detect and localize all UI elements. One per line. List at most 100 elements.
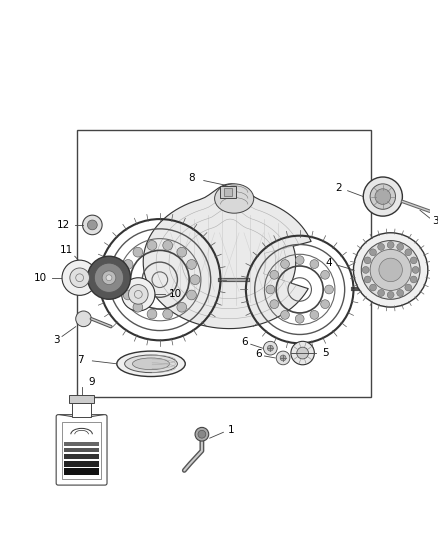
Circle shape	[364, 276, 371, 283]
Text: 12: 12	[57, 220, 70, 230]
Circle shape	[120, 275, 130, 285]
Circle shape	[177, 247, 187, 257]
Circle shape	[163, 309, 173, 319]
Ellipse shape	[132, 358, 170, 370]
Bar	[64, 448, 99, 452]
Circle shape	[102, 271, 116, 285]
Circle shape	[187, 290, 197, 300]
Circle shape	[281, 311, 290, 319]
Bar	[69, 395, 94, 403]
Circle shape	[88, 220, 97, 230]
Ellipse shape	[117, 351, 185, 376]
Circle shape	[147, 240, 157, 251]
Circle shape	[190, 275, 200, 285]
Circle shape	[325, 285, 333, 294]
Circle shape	[281, 260, 290, 269]
Circle shape	[353, 233, 428, 307]
Text: 7: 7	[77, 355, 84, 365]
Circle shape	[375, 189, 391, 204]
Circle shape	[410, 276, 417, 283]
Bar	[77, 130, 371, 397]
Circle shape	[187, 260, 197, 269]
Circle shape	[270, 270, 279, 279]
Circle shape	[370, 249, 376, 256]
FancyBboxPatch shape	[56, 415, 107, 485]
Bar	[64, 461, 99, 466]
Ellipse shape	[125, 355, 177, 373]
Circle shape	[370, 284, 376, 291]
Text: 6: 6	[242, 337, 248, 348]
Circle shape	[410, 257, 417, 264]
Bar	[64, 469, 99, 475]
Circle shape	[397, 289, 404, 296]
Bar	[72, 403, 92, 417]
Circle shape	[270, 300, 279, 309]
Circle shape	[321, 300, 329, 309]
Circle shape	[94, 263, 124, 293]
Circle shape	[364, 257, 371, 264]
Circle shape	[268, 345, 273, 351]
Circle shape	[363, 177, 403, 216]
Circle shape	[122, 278, 155, 311]
Circle shape	[405, 249, 412, 256]
Text: 1: 1	[228, 425, 234, 435]
Circle shape	[123, 290, 133, 300]
Circle shape	[88, 256, 131, 299]
Circle shape	[379, 258, 403, 281]
Circle shape	[405, 284, 412, 291]
Text: 10: 10	[34, 273, 47, 282]
Circle shape	[266, 285, 275, 294]
Circle shape	[276, 351, 290, 365]
Circle shape	[370, 249, 411, 290]
Bar	[64, 442, 99, 446]
Circle shape	[370, 184, 396, 209]
Bar	[64, 454, 99, 459]
Circle shape	[397, 244, 404, 251]
Circle shape	[83, 215, 102, 235]
Circle shape	[70, 268, 89, 287]
Circle shape	[147, 309, 157, 319]
Circle shape	[106, 275, 112, 281]
Text: 5: 5	[322, 348, 328, 358]
Text: 6: 6	[255, 349, 262, 359]
Text: 9: 9	[88, 377, 95, 387]
Text: 11: 11	[60, 245, 74, 255]
Bar	[62, 423, 101, 479]
Circle shape	[310, 260, 319, 269]
Circle shape	[163, 240, 173, 251]
Text: 10: 10	[169, 289, 182, 300]
Text: 2: 2	[336, 183, 342, 193]
Circle shape	[177, 302, 187, 312]
Circle shape	[295, 256, 304, 264]
Circle shape	[62, 260, 97, 295]
Text: 3: 3	[432, 216, 438, 226]
Text: 4: 4	[326, 258, 332, 268]
Circle shape	[310, 311, 319, 319]
Circle shape	[297, 347, 308, 359]
Circle shape	[361, 240, 420, 299]
Circle shape	[321, 270, 329, 279]
Circle shape	[198, 430, 206, 438]
Circle shape	[378, 289, 385, 296]
Text: 3: 3	[53, 335, 60, 345]
Circle shape	[128, 285, 148, 304]
Ellipse shape	[215, 184, 254, 213]
Circle shape	[195, 427, 209, 441]
Text: 8: 8	[188, 173, 194, 183]
Circle shape	[378, 244, 385, 251]
Circle shape	[387, 292, 394, 298]
Circle shape	[412, 266, 419, 273]
Circle shape	[280, 355, 286, 361]
Circle shape	[291, 341, 314, 365]
Circle shape	[123, 260, 133, 269]
Bar	[224, 188, 232, 196]
Circle shape	[264, 341, 277, 355]
Bar	[220, 186, 236, 198]
Circle shape	[133, 302, 143, 312]
Circle shape	[362, 266, 369, 273]
Polygon shape	[143, 184, 311, 329]
Circle shape	[387, 241, 394, 248]
Circle shape	[133, 247, 143, 257]
Circle shape	[295, 314, 304, 323]
Circle shape	[76, 311, 92, 327]
